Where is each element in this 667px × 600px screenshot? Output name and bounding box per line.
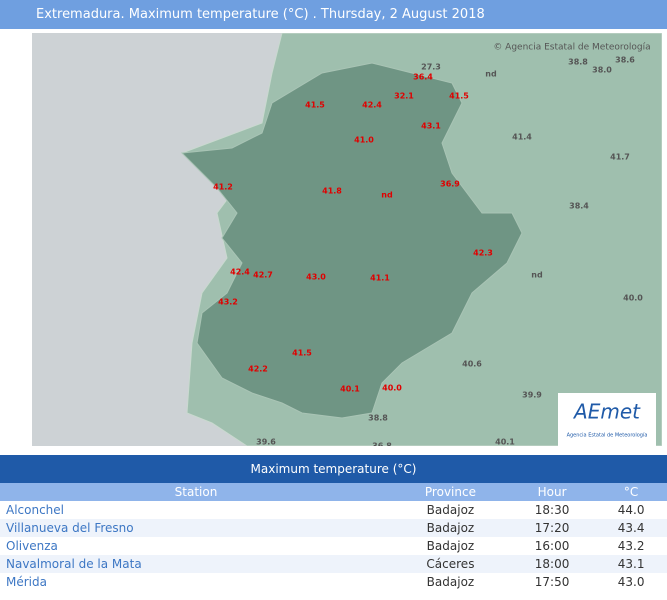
other-temperature: 40.1	[495, 438, 515, 447]
table-cell: 17:20	[508, 519, 596, 537]
region-temperature: 43.1	[421, 122, 441, 131]
other-temperature: 39.6	[256, 438, 276, 447]
column-header: Province	[392, 483, 509, 501]
other-temperature: 36.8	[372, 442, 392, 447]
region-temperature: 42.3	[473, 249, 493, 258]
other-temperature: 41.7	[610, 153, 630, 162]
other-temperature: 40.6	[462, 360, 482, 369]
other-temperature: 38.8	[368, 414, 388, 423]
other-temperature: nd	[531, 271, 543, 280]
extremadura-region	[180, 62, 523, 419]
table-cell: Cáceres	[392, 555, 509, 573]
region-temperature: 42.7	[253, 271, 273, 280]
region-temperature: 36.9	[440, 180, 460, 189]
table-row: Alconchel Badajoz 18:30 44.0	[0, 501, 667, 519]
other-temperature: 39.9	[522, 391, 542, 400]
other-temperature: nd	[485, 70, 497, 79]
other-temperature: 38.6	[615, 56, 635, 65]
table-cell: 17:50	[534, 575, 570, 589]
table-cell: Badajoz	[426, 575, 475, 589]
table-cell: 16:00	[534, 539, 570, 553]
map-credit: © Agencia Estatal de Meteorología	[493, 43, 650, 53]
region-temperature: 40.0	[382, 384, 402, 393]
table-title: Maximum temperature (°C)	[0, 455, 667, 483]
other-temperature: 40.0	[623, 294, 643, 303]
station-link[interactable]: Alconchel	[6, 503, 65, 517]
region-temperature: 36.4	[413, 73, 433, 82]
region-temperature: 41.5	[449, 92, 469, 101]
table-cell: 44.0	[617, 503, 645, 517]
map: © Agencia Estatal de Meteorología AEmet …	[32, 33, 662, 446]
table-cell: Badajoz	[392, 519, 509, 537]
column-header: Hour	[508, 483, 596, 501]
stations-table: Maximum temperature (°C) Station Province…	[0, 455, 667, 591]
station-link[interactable]: Olivenza	[6, 539, 58, 553]
header-title: Extremadura. Maximum temperature (°C) . …	[0, 0, 667, 29]
station-link[interactable]: Navalmoral de la Mata	[0, 555, 392, 573]
table-cell: Badajoz	[426, 539, 475, 553]
region-temperature: 32.1	[394, 92, 414, 101]
other-temperature: 38.8	[568, 58, 588, 67]
logo-box	[558, 393, 656, 446]
table-cell: 43.1	[595, 555, 667, 573]
other-temperature: 27.3	[421, 63, 441, 72]
table-cell: 18:00	[508, 555, 596, 573]
column-header: °C	[595, 483, 667, 501]
region-temperature: 42.4	[230, 268, 250, 277]
other-temperature: 38.4	[569, 202, 589, 211]
region-temperature: 41.5	[305, 101, 325, 110]
logo-name: AEmet	[572, 400, 641, 424]
region-temperature: 41.2	[213, 183, 233, 192]
region-temperature: nd	[381, 191, 393, 200]
region-temperature: 41.0	[354, 136, 374, 145]
table-cell: 43.0	[617, 575, 645, 589]
column-header: Station	[0, 483, 392, 501]
region-temperature: 40.1	[340, 385, 360, 394]
table-row: Navalmoral de la Mata Cáceres 18:00 43.1	[0, 555, 667, 573]
region-temperature: 42.4	[362, 101, 382, 110]
region-temperature: 41.5	[292, 349, 312, 358]
other-temperature: 38.0	[592, 66, 612, 75]
table-cell: 43.4	[595, 519, 667, 537]
table-row: Villanueva del Fresno Badajoz 17:20 43.4	[0, 519, 667, 537]
region-temperature: 42.2	[248, 365, 268, 374]
table-row: Olivenza Badajoz 16:00 43.2	[0, 537, 667, 555]
station-link[interactable]: Mérida	[6, 575, 47, 589]
station-link[interactable]: Villanueva del Fresno	[0, 519, 392, 537]
region-temperature: 41.8	[322, 187, 342, 196]
table-cell: 43.2	[617, 539, 645, 553]
region-temperature: 41.1	[370, 274, 390, 283]
table-cell: Badajoz	[426, 503, 475, 517]
region-temperature: 43.2	[218, 298, 238, 307]
region-temperature: 43.0	[306, 273, 326, 282]
other-temperature: 41.4	[512, 133, 532, 142]
table-row: Mérida Badajoz 17:50 43.0	[0, 573, 667, 591]
logo-subtitle: Agencia Estatal de Meteorología	[567, 432, 648, 439]
table-cell: 18:30	[534, 503, 570, 517]
